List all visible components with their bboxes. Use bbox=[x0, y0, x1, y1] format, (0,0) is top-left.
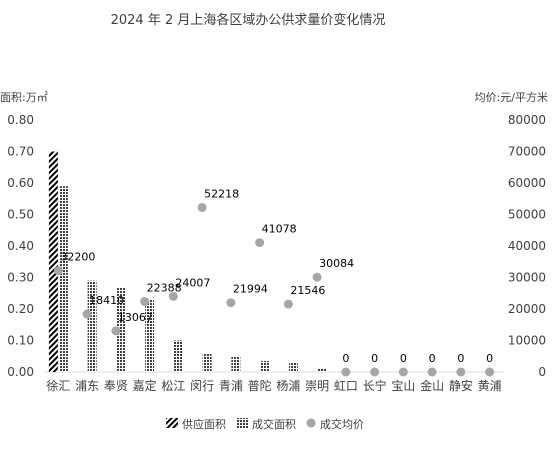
price-data-label: 21994 bbox=[233, 283, 268, 296]
category-label: 虹口 bbox=[334, 379, 358, 393]
right-tick-label: 0 bbox=[538, 365, 546, 379]
deal-bar bbox=[116, 286, 126, 372]
category-labels: 徐汇 浦东 奉贤 嘉定 松江 闵行 青浦 普陀 杨浦 崇明 虹口 长宁 宝山 金山 静安 黄浦 bbox=[46, 378, 501, 393]
deal-bar bbox=[173, 340, 183, 372]
category-label: 杨浦 bbox=[276, 378, 300, 393]
right-tick-label: 70000 bbox=[508, 145, 546, 159]
price-point bbox=[485, 367, 495, 377]
right-tick-label: 40000 bbox=[508, 239, 546, 253]
category-label: 黄浦 bbox=[478, 379, 502, 393]
price-data-label: 0 bbox=[429, 352, 436, 365]
price-data-label: 0 bbox=[486, 352, 493, 365]
left-axis-ticks: 0.00 0.10 0.20 0.30 0.40 0.50 0.60 0.70 0.80 bbox=[7, 113, 34, 379]
price-data-label: 0 bbox=[342, 352, 349, 365]
left-tick-label: 0.80 bbox=[7, 113, 34, 127]
price-data-label: 0 bbox=[400, 352, 407, 365]
price-data-label: 52218 bbox=[204, 188, 239, 201]
deal-bar bbox=[231, 356, 241, 372]
price-point bbox=[255, 238, 265, 248]
left-tick-label: 0.30 bbox=[7, 271, 34, 285]
category-label: 青浦 bbox=[219, 379, 243, 393]
legend-swatch-supply bbox=[166, 418, 178, 428]
deal-bar bbox=[260, 360, 270, 372]
category-label: 奉贤 bbox=[104, 379, 128, 393]
price-data-label: 22388 bbox=[147, 281, 182, 294]
right-tick-label: 30000 bbox=[508, 271, 546, 285]
price-data-label: 41078 bbox=[262, 223, 297, 236]
price-data-label: 32200 bbox=[60, 251, 95, 264]
left-tick-label: 0.70 bbox=[7, 145, 34, 159]
left-tick-label: 0.60 bbox=[7, 176, 34, 190]
category-label: 长宁 bbox=[363, 378, 387, 393]
legend-swatch-deal bbox=[236, 418, 248, 428]
category-label: 金山 bbox=[420, 378, 444, 393]
category-label: 徐汇 bbox=[46, 378, 70, 393]
right-tick-label: 80000 bbox=[508, 113, 546, 127]
price-point bbox=[341, 367, 351, 377]
price-data-label: 21546 bbox=[290, 284, 325, 297]
price-data-label: 18410 bbox=[89, 294, 124, 307]
category-label: 普陀 bbox=[248, 378, 272, 393]
price-point bbox=[140, 296, 150, 306]
price-point bbox=[168, 291, 178, 301]
deal-bar bbox=[288, 362, 298, 372]
right-axis-label: 均价:元/平方米 bbox=[475, 90, 548, 104]
price-point bbox=[53, 266, 63, 276]
price-data-label: 13067 bbox=[118, 311, 153, 324]
price-point bbox=[398, 367, 408, 377]
price-data-label: 24007 bbox=[175, 276, 210, 289]
category-label: 松江 bbox=[161, 379, 185, 393]
right-tick-label: 20000 bbox=[508, 302, 546, 316]
price-point bbox=[82, 309, 92, 319]
right-axis-ticks: 0 10000 20000 30000 40000 50000 60000 70000 8000… bbox=[508, 113, 546, 379]
price-data-label: 30084 bbox=[319, 257, 354, 270]
deal-bar bbox=[317, 368, 327, 372]
deal-bar bbox=[87, 280, 97, 372]
legend-label-deal: 成交面积 bbox=[252, 417, 296, 431]
price-data-label: 0 bbox=[371, 352, 378, 365]
legend-label-price: 成交均价 bbox=[320, 417, 364, 431]
price-point bbox=[370, 367, 380, 377]
category-label: 静安 bbox=[449, 378, 473, 393]
supply-bar bbox=[48, 151, 58, 372]
left-tick-label: 0.00 bbox=[7, 365, 34, 379]
legend: 供应面积 成交面积 成交均价 bbox=[166, 417, 364, 431]
left-axis-label: 面积:万㎡ bbox=[0, 91, 48, 104]
deal-bar bbox=[202, 353, 212, 372]
price-data-label: 0 bbox=[457, 352, 464, 365]
deal-bar bbox=[145, 299, 155, 372]
right-tick-label: 50000 bbox=[508, 208, 546, 222]
category-label: 闵行 bbox=[190, 378, 214, 393]
left-tick-label: 0.40 bbox=[7, 239, 34, 253]
left-tick-label: 0.20 bbox=[7, 302, 34, 316]
legend-marker-price bbox=[306, 418, 316, 428]
right-tick-label: 60000 bbox=[508, 176, 546, 190]
category-label: 崇明 bbox=[305, 379, 329, 393]
price-point bbox=[197, 203, 207, 213]
bars bbox=[48, 151, 327, 372]
price-point bbox=[456, 367, 466, 377]
price-point bbox=[111, 326, 121, 336]
left-tick-label: 0.50 bbox=[7, 208, 34, 222]
price-point bbox=[226, 298, 236, 308]
category-label: 浦东 bbox=[75, 379, 99, 393]
price-point bbox=[427, 367, 437, 377]
right-tick-label: 10000 bbox=[508, 334, 546, 348]
price-point bbox=[312, 272, 322, 282]
deal-bar bbox=[58, 186, 68, 372]
price-point bbox=[283, 299, 293, 309]
legend-label-supply: 供应面积 bbox=[182, 417, 226, 431]
chart-title: 2024 年 2 月上海各区域办公供求量价变化情况 bbox=[111, 12, 386, 28]
category-label: 宝山 bbox=[391, 379, 415, 393]
left-tick-label: 0.10 bbox=[7, 334, 34, 348]
category-label: 嘉定 bbox=[133, 378, 157, 393]
